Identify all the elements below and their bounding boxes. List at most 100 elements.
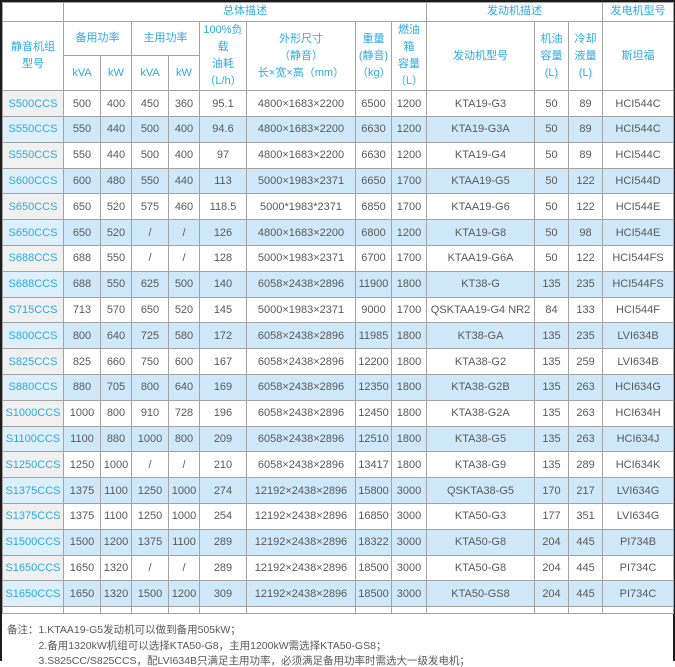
header-standby-power: 备用功率 [63,21,132,56]
cell-coolant: 235 [567,270,604,298]
cell-coolant: 289 [567,451,604,479]
cell-engine-model: KTA50-G8 [426,554,535,582]
model-link[interactable]: S800CCS [2,322,64,350]
cell-engine-model: KTA38-G2B [426,373,535,401]
table-row: S550CCS 550 440 500 400 97 4800×1683×2200 6630 1… [2,141,675,169]
cell-engine-model: KTA50-GS8 [426,580,535,608]
cell-fuel-tank: 1800 [391,399,427,427]
cell-engine-model: KTA50-G3 [426,502,535,530]
cell-standby-kva: 650 [63,219,101,246]
model-link[interactable]: S650CCS [2,193,64,221]
cell-weight: 9000 [355,296,392,324]
header-engine-model: 发动机型号 [426,20,535,92]
cell-prime-kw: 400 [168,141,200,169]
cell-oil-capacity: 135 [534,322,569,350]
table-row: S1650CCS 1650 1320 1500 1200 309 12192×2438×28… [2,580,675,608]
header-dimensions: 外形尺寸 （静音） 长×宽×高（mm） [246,20,356,92]
cell-coolant: 122 [567,244,604,272]
cell-weight: 6630 [355,115,392,143]
cell-oil-capacity: 135 [534,399,569,427]
cell-generator-model: LVI634G [602,502,675,530]
header-prime-power: 主用功率 [131,21,200,56]
cell-dimensions: 6058×2438×2896 [246,270,356,298]
cell-prime-kva: 1375 [131,528,169,556]
cell-oil-capacity: 50 [534,219,569,246]
model-link[interactable]: S825CCS [2,348,64,375]
model-link[interactable]: S550CCS [2,141,64,169]
model-link[interactable]: S880CCS [2,373,64,401]
model-link[interactable]: S1100CCS [2,425,64,453]
model-link[interactable]: S688CCS [2,244,64,272]
spacer-cell [168,606,200,615]
footnote-line: 3.S825CC/S825CCS，配LVI634B只满足主用功率，必须满足备用功… [38,655,471,667]
cell-standby-kw: 550 [100,270,132,298]
cell-standby-kva: 688 [63,244,101,272]
cell-generator-model: HCI634J [602,425,675,453]
model-link[interactable]: S1000CCS [2,399,64,427]
spacer-cell [131,606,169,615]
header-overall-group: 总体描述 [63,2,427,22]
model-link[interactable]: S500CCS [2,90,64,117]
cell-engine-model: KTAA19-G5 [426,167,535,195]
cell-engine-model: QSKTA38-G5 [426,477,535,504]
model-link[interactable]: S1375CCS [2,477,64,504]
cell-engine-model: KTAA19-G6A [426,244,535,272]
cell-fuel-consumption: 140 [199,270,247,298]
model-link[interactable]: S688CCS [2,270,64,298]
model-link[interactable]: S715CCS [2,296,64,324]
cell-generator-model: HCI544C [602,115,675,143]
cell-engine-model: KT38-GA [426,322,535,350]
cell-prime-kw: / [168,451,200,479]
cell-fuel-consumption: 97 [199,141,247,169]
table-row: S688CCS 688 550//128 5000×1983×2371 6700 1700… [2,244,675,272]
cell-weight: 11900 [355,270,392,298]
model-link[interactable]: S1650CCS [2,554,64,582]
cell-coolant: 445 [567,528,604,556]
cell-standby-kva: 500 [63,90,101,117]
cell-weight: 13417 [355,451,392,479]
header-standby-kva: kVA [63,54,101,92]
cell-dimensions: 12192×2438×2896 [246,580,356,608]
cell-oil-capacity: 50 [534,244,569,272]
cell-generator-model: HCI544C [602,141,675,169]
cell-weight: 12200 [355,348,392,375]
cell-weight: 18500 [355,580,392,608]
cell-oil-capacity: 135 [534,373,569,401]
cell-prime-kva: 725 [131,322,169,350]
model-link[interactable]: S650CCS [2,219,64,246]
cell-generator-model: HCI544F [602,296,675,324]
table-row: S1000CCS 1000 800 910 728 196 6058×2438×2896 12… [2,399,675,427]
cell-prime-kva: / [131,451,169,479]
model-link[interactable]: S1650CCS [2,580,64,608]
cell-prime-kw: / [168,219,200,246]
cell-oil-capacity: 50 [534,193,569,221]
cell-dimensions: 5000×1983×2371 [246,244,356,272]
model-link[interactable]: S1500CCS [2,528,64,556]
cell-generator-model: PI734C [602,580,675,608]
cell-generator-model: HCI544E [602,193,675,221]
cell-dimensions: 6058×2438×2896 [246,373,356,401]
cell-fuel-tank: 1800 [391,373,427,401]
table-row: S500CCS 500 400 450 360 95.1 4800×1683×2200 650… [2,90,675,117]
cell-fuel-tank: 1200 [391,219,427,246]
cell-dimensions: 12192×2438×2896 [246,528,356,556]
table-row: S800CCS 800 640 725 580 172 6058×2438×2896 1198… [2,322,675,350]
spacer-cell [426,606,535,615]
cell-oil-capacity: 135 [534,451,569,479]
cell-prime-kva: 1250 [131,477,169,504]
cell-fuel-consumption: 145 [199,296,247,324]
cell-standby-kw: 440 [100,115,132,143]
model-link[interactable]: S1375CCS [2,502,64,530]
cell-standby-kva: 880 [63,373,101,401]
model-link[interactable]: S600CCS [2,167,64,195]
cell-prime-kva: 450 [131,90,169,117]
table-row: S1375CCS 1375 1100 1250 1000 254 12192×2438×28… [2,502,675,530]
cell-generator-model: HCI544FS [602,270,675,298]
spacer-cell [602,606,675,615]
model-link[interactable]: S1250CCS [2,451,64,479]
header-model: 静音机组 型号 [2,20,64,92]
cell-prime-kva: 650 [131,296,169,324]
model-link[interactable]: S550CCS [2,115,64,143]
cell-prime-kva: / [131,219,169,246]
